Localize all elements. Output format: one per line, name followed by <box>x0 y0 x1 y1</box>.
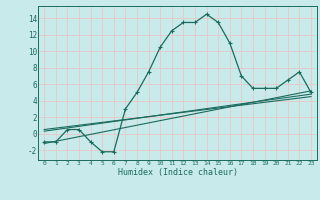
X-axis label: Humidex (Indice chaleur): Humidex (Indice chaleur) <box>118 168 238 177</box>
